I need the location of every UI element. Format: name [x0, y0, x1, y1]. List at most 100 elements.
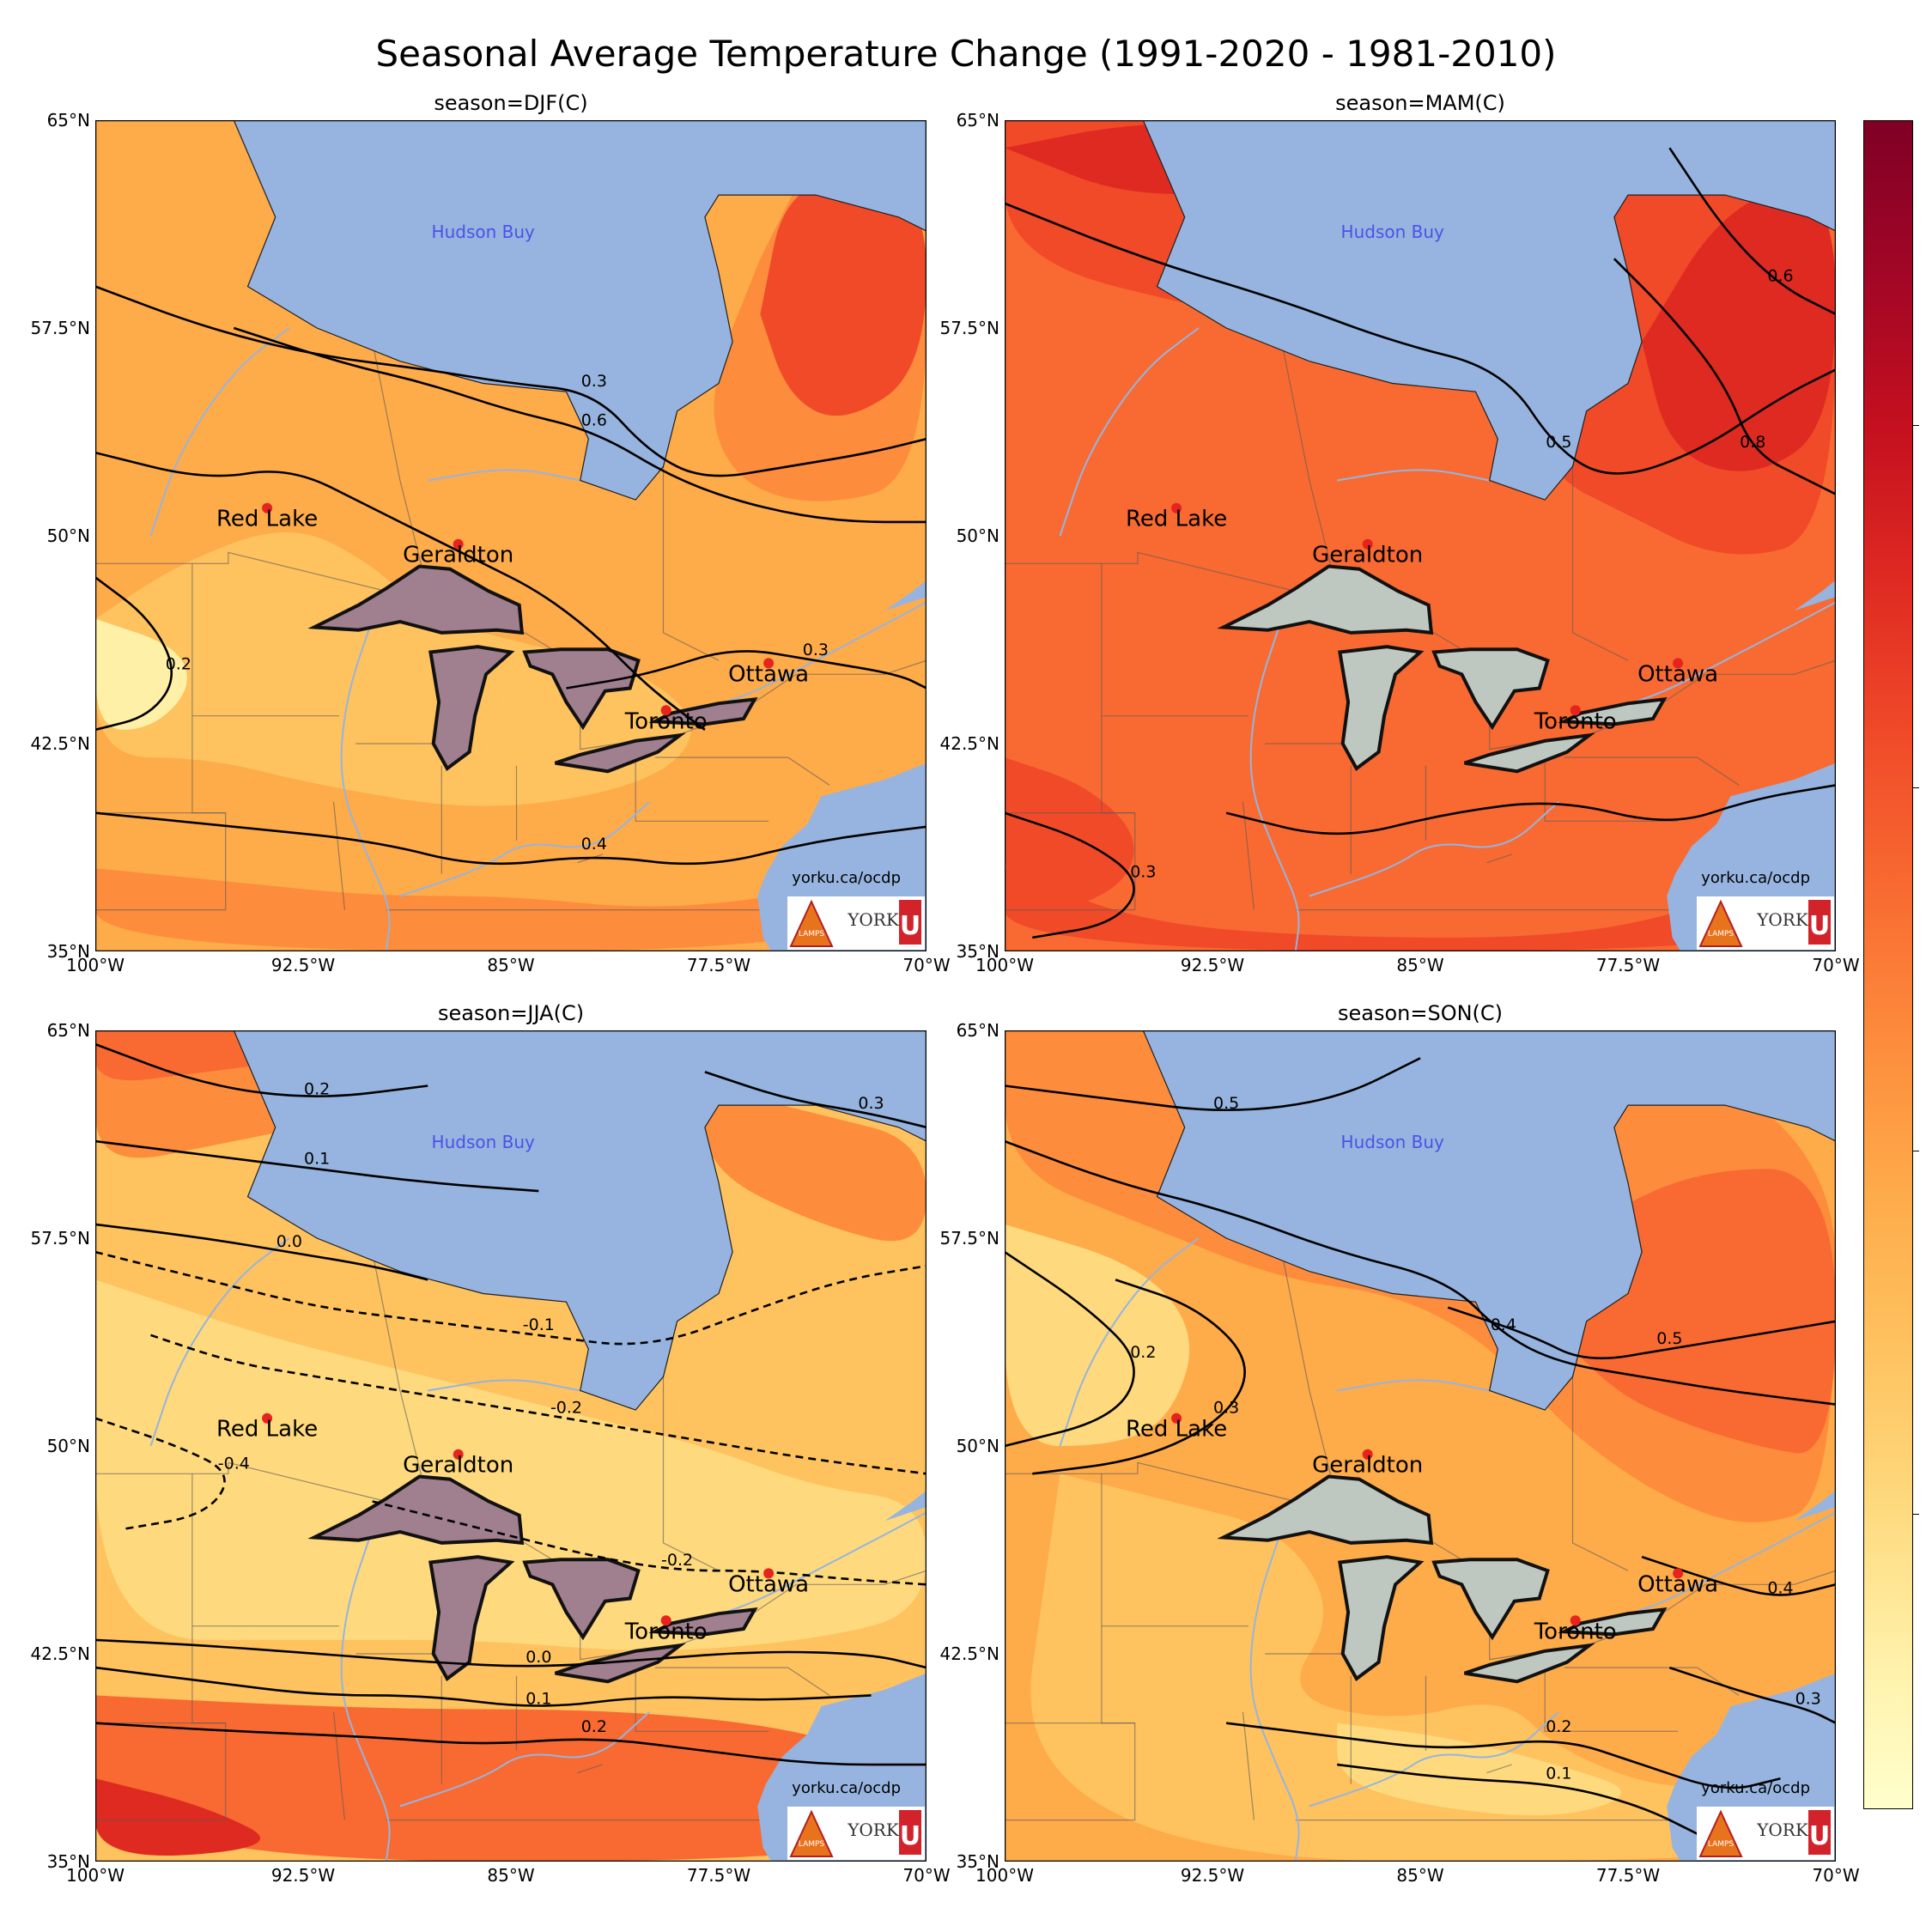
- contour-line: [95, 1638, 927, 1669]
- temperature-region: [1005, 868, 1836, 951]
- figure-title: Seasonal Average Temperature Change (199…: [375, 33, 1557, 75]
- y-tick-label: 65°N: [956, 1020, 999, 1041]
- contour-line: [566, 650, 927, 690]
- river: [340, 1528, 391, 1862]
- contour-line: [1005, 202, 1836, 475]
- x-tick-label: 77.5°W: [686, 1865, 751, 1886]
- hudson-bay-label: Hudson Buy: [432, 222, 535, 242]
- x-tick-label: 92.5°W: [1180, 955, 1245, 975]
- city-label: Toronto: [1534, 708, 1617, 734]
- x-tick-label: 85°W: [1396, 955, 1444, 975]
- city-label: Ottawa: [728, 1571, 809, 1597]
- x-tick-label: 100°W: [975, 955, 1034, 975]
- city-label: Geraldton: [403, 1453, 513, 1479]
- panel-title: season=DJF(C): [434, 91, 588, 115]
- logo-letter: U: [1809, 1821, 1830, 1851]
- contour-label: 0.2: [1546, 1717, 1571, 1736]
- credit-text: yorku.ca/ocdp: [792, 869, 901, 887]
- admin-boundary: [1544, 757, 1679, 822]
- city-marker: [453, 538, 464, 550]
- city-label: Toronto: [1534, 1619, 1617, 1644]
- admin-boundary: [654, 756, 830, 786]
- lake-ontario: [648, 1607, 758, 1637]
- x-tick-label: 85°W: [1396, 1865, 1444, 1886]
- map-frame: [95, 1030, 927, 1862]
- hudson-bay: [1142, 1030, 1836, 1411]
- hudson-bay: [233, 1030, 927, 1411]
- credit-text: yorku.ca/ocdp: [792, 1779, 901, 1797]
- x-tick-label: 85°W: [487, 1865, 535, 1886]
- hudson-bay-label: Hudson Buy: [1341, 1132, 1444, 1152]
- hudson-bay-label: Hudson Buy: [1341, 222, 1444, 242]
- x-tick-label: 77.5°W: [1595, 955, 1661, 975]
- lake-huron: [1431, 647, 1550, 731]
- city-marker: [660, 1615, 671, 1626]
- logo-letter: U: [900, 911, 920, 941]
- contour-label: 0.1: [526, 1690, 551, 1709]
- contour-label: 0.3: [1213, 1399, 1239, 1418]
- temperature-map: 0.1 0.0 -0.1 -0.2 -0.4 -0.2 0.0 0.1 0.2 0.3 0.2 Hud…: [95, 1030, 927, 1862]
- temperature-region: [95, 832, 927, 951]
- contour-label: 0.2: [166, 654, 191, 673]
- logo-left-text: LAMPS: [799, 1840, 825, 1849]
- city-label: Geraldton: [1312, 543, 1423, 568]
- lake-erie: [1463, 732, 1596, 774]
- x-tick-label: 100°W: [975, 1865, 1034, 1886]
- hudson-bay: [233, 120, 927, 501]
- y-tick-label: 42.5°N: [30, 1643, 91, 1664]
- contour-label: 0.8: [1740, 433, 1765, 452]
- institution-logo: LAMPS YORK U: [1697, 1807, 1834, 1860]
- x-tick-label: 70°W: [902, 955, 951, 975]
- x-tick-label: 70°W: [1812, 955, 1860, 975]
- map-frame: [1005, 120, 1836, 951]
- contour-line: [1613, 258, 1836, 495]
- institution-logo: LAMPS YORK U: [787, 1807, 925, 1860]
- city-marker: [1362, 538, 1373, 550]
- y-tick-label: 65°N: [46, 110, 90, 131]
- y-tick-label: 57.5°N: [30, 318, 91, 338]
- x-tick-label: 70°W: [902, 1865, 951, 1886]
- contour-label: 0.3: [581, 372, 607, 391]
- lake-michigan: [428, 1555, 515, 1681]
- city-marker: [763, 1568, 775, 1579]
- contour-line: [1032, 1279, 1246, 1475]
- temperature-map: 0.3 0.6 0.2 0.4 0.3 Hudson Buy Red Lake Geraldt…: [95, 120, 927, 951]
- temperature-map: 0.5 0.8 0.6 0.3 Hudson Buy Red Lake Geraldton O…: [1005, 120, 1836, 951]
- contour-label: 0.0: [276, 1232, 302, 1251]
- lake-superior: [307, 1474, 525, 1546]
- river: [1249, 1528, 1300, 1862]
- admin-boundary: [332, 801, 345, 910]
- contour-line: [1005, 1057, 1421, 1112]
- y-tick-label: 35°N: [956, 941, 999, 962]
- y-tick-label: 35°N: [46, 1851, 90, 1872]
- x-tick-label: 85°W: [487, 955, 535, 975]
- city-label: Red Lake: [216, 1417, 318, 1443]
- colorbar-tick: [1912, 425, 1919, 426]
- river: [399, 801, 650, 897]
- lake-huron: [1431, 1558, 1550, 1641]
- logo-right-text: YORK: [1756, 1820, 1809, 1840]
- admin-boundary: [635, 1668, 769, 1732]
- st-lawrence-gulf: [884, 580, 927, 611]
- y-tick-label: 65°N: [956, 110, 999, 131]
- admin-boundary: [654, 1667, 830, 1696]
- logo-letter: U: [1809, 911, 1830, 941]
- map-panel: season=SON(C) 0.5 0.4 0.3 0.5 0.2 0.2 0.1 0.4 0.3…: [940, 1001, 1860, 1886]
- city-label: Ottawa: [1637, 661, 1718, 687]
- river: [1337, 1379, 1490, 1392]
- panel-title: season=SON(C): [1337, 1001, 1504, 1025]
- contour-line: [95, 1139, 539, 1193]
- temperature-region: [1005, 1224, 1190, 1446]
- admin-boundary: [1242, 801, 1255, 910]
- temperature-region: [1030, 1473, 1836, 1862]
- x-tick-label: 92.5°W: [1180, 1865, 1245, 1886]
- contour-line: [1668, 147, 1836, 316]
- lake-michigan: [1338, 1555, 1425, 1681]
- river: [428, 469, 580, 482]
- colorbar-tick: [1912, 787, 1919, 788]
- city-marker: [660, 705, 671, 716]
- contour-line: [1447, 1306, 1836, 1360]
- logo-left-text: LAMPS: [1708, 1840, 1735, 1849]
- y-tick-label: 35°N: [956, 1851, 999, 1872]
- contour-label: 0.3: [858, 1094, 884, 1113]
